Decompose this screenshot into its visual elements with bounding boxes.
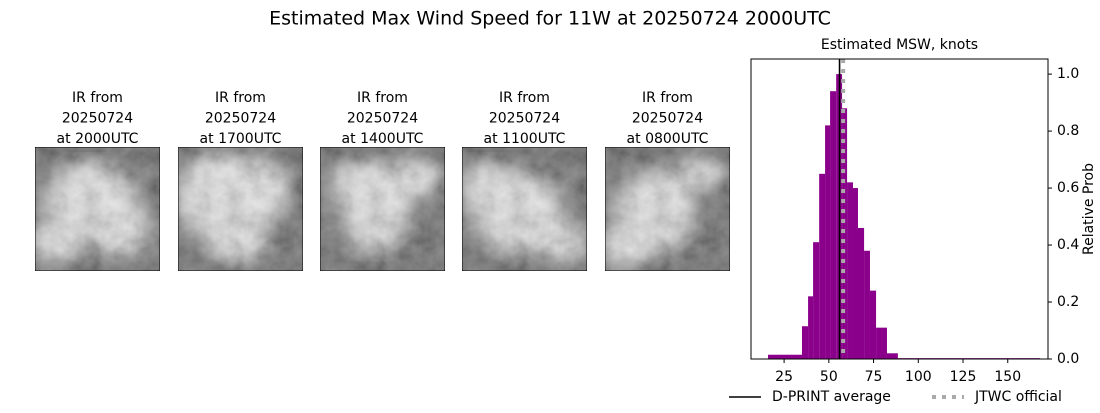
bar (869, 290, 877, 359)
bar (830, 91, 837, 360)
x-tick-label: 50 (820, 369, 838, 385)
bar (857, 227, 865, 359)
figure-title: Estimated Max Wind Speed for 11W at 2025… (269, 8, 831, 30)
ir-image (320, 147, 445, 271)
x-tick-label: 100 (905, 369, 932, 385)
legend-label: D-PRINT average (772, 389, 891, 405)
bar (808, 296, 814, 359)
panel-title: 20250724 (62, 111, 133, 127)
x-tick-label: 75 (865, 369, 883, 385)
ir-image (462, 147, 587, 271)
ir-image (605, 147, 730, 271)
y-tick-label: 0.2 (1057, 294, 1079, 310)
panel-title: at 2000UTC (57, 131, 139, 147)
panel-title: IR from (72, 90, 123, 106)
y-tick-label: 0.8 (1057, 123, 1079, 139)
panel-title: 20250724 (347, 111, 418, 127)
legend-label: JTWC official (974, 389, 1062, 405)
axes-frame (750, 58, 1049, 360)
axes-title: Estimated MSW, knots (821, 37, 978, 53)
bar (767, 354, 802, 359)
texture (320, 147, 445, 271)
panel-title: IR from (215, 90, 266, 106)
bar (864, 250, 870, 359)
bar (876, 327, 887, 359)
panel-title: at 0800UTC (627, 131, 709, 147)
panel-title: IR from (357, 90, 408, 106)
x-tick-label: 25 (775, 369, 793, 385)
bar (813, 242, 820, 359)
bar (801, 326, 809, 359)
panel-title: at 1100UTC (484, 131, 566, 147)
panel-title: 20250724 (205, 111, 276, 127)
bar (852, 188, 858, 359)
panel-title: 20250724 (632, 111, 703, 127)
y-tick-label: 0.4 (1057, 237, 1079, 253)
texture (605, 147, 730, 271)
bar (825, 125, 831, 359)
texture (35, 147, 160, 271)
y-tick-label: 0.6 (1057, 180, 1079, 196)
panel-title: at 1400UTC (342, 131, 424, 147)
ir-image (35, 147, 160, 271)
panel-title: IR from (642, 90, 693, 106)
bar (842, 108, 848, 359)
bar (886, 353, 898, 359)
panel-title: IR from (499, 90, 550, 106)
ir-image (178, 147, 303, 271)
panel-title: at 1700UTC (200, 131, 282, 147)
bar (819, 173, 826, 359)
x-tick-label: 125 (950, 369, 977, 385)
y-tick-label: 0.0 (1057, 351, 1079, 367)
texture (462, 147, 587, 271)
texture (178, 147, 303, 271)
y-tick-label: 1.0 (1057, 66, 1079, 82)
y-axis-label: Relative Prob (1081, 163, 1097, 255)
bar (847, 182, 853, 359)
panel-title: 20250724 (489, 111, 560, 127)
x-tick-label: 150 (994, 369, 1021, 385)
